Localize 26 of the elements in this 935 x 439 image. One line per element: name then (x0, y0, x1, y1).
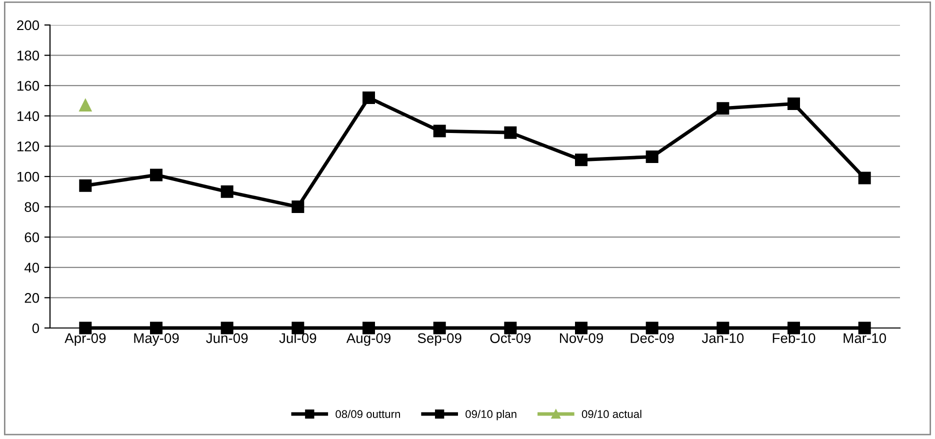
y-tick-label: 80 (24, 202, 40, 212)
y-tick-label: 200 (17, 20, 40, 30)
legend-label: 08/09 outturn (336, 410, 400, 418)
legend-label: 09/10 actual (582, 410, 642, 418)
y-tick-label: 20 (24, 293, 40, 303)
x-tick-label: Nov-09 (560, 333, 603, 344)
x-tick-label: Dec-09 (630, 333, 674, 344)
x-tick-label: Apr-09 (64, 333, 106, 346)
y-tick-label: 40 (24, 262, 40, 273)
x-tick-label: Mar-10 (844, 333, 886, 344)
x-tick-label: Jan-10 (702, 333, 744, 344)
y-tick-label: 180 (17, 50, 40, 60)
y-tick-label: 0 (32, 323, 40, 334)
y-tick-label: 140 (17, 111, 40, 122)
y-tick-label: 160 (17, 80, 40, 91)
y-tick-label: 100 (17, 172, 40, 182)
x-tick-label: Sep-09 (418, 333, 462, 346)
y-tick-label: 120 (17, 142, 40, 152)
x-tick-label: Aug-09 (346, 333, 390, 346)
legend-label: 09/10 plan (466, 410, 516, 420)
x-tick-label: May-09 (134, 333, 179, 346)
x-tick-label: Feb-10 (772, 332, 816, 344)
x-tick-label: Jun-09 (206, 333, 248, 344)
x-tick-label: Oct-09 (490, 333, 531, 344)
y-tick-label: 60 (24, 232, 40, 242)
x-tick-label: Jul-09 (279, 332, 316, 344)
